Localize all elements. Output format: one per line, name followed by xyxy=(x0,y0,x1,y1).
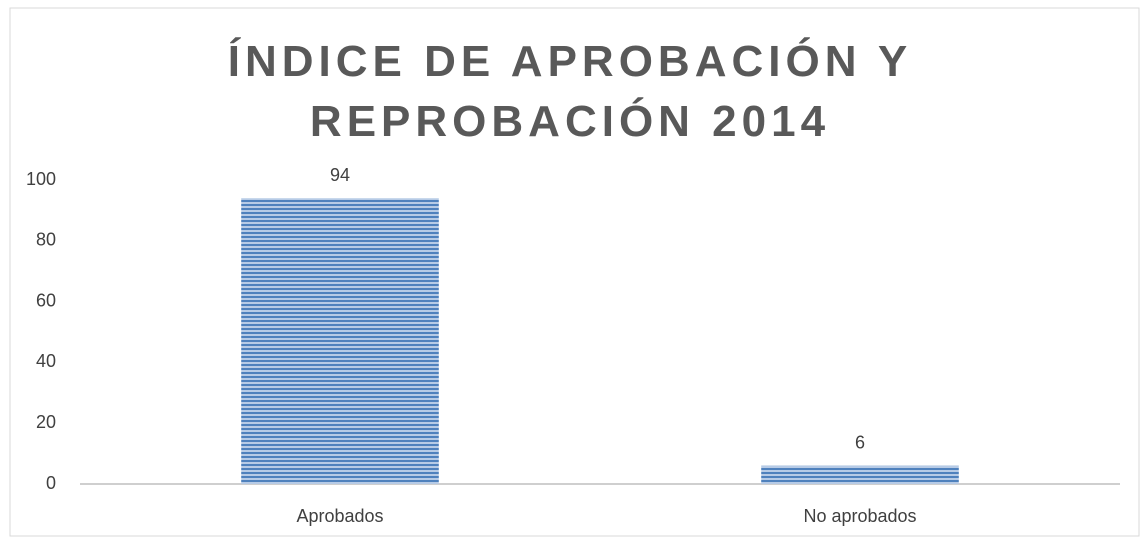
y-tick-label: 80 xyxy=(36,230,56,250)
y-tick-label: 100 xyxy=(26,169,56,189)
y-tick-label: 0 xyxy=(46,473,56,493)
y-tick-label: 60 xyxy=(36,290,56,310)
chart-title: ÍNDICE DE APROBACIÓN Y REPROBACIÓN 2014 xyxy=(227,37,913,146)
x-tick-label: Aprobados xyxy=(296,506,383,526)
x-tick-label: No aprobados xyxy=(803,506,916,526)
bar xyxy=(761,465,959,484)
data-label: 6 xyxy=(855,433,865,453)
data-label: 94 xyxy=(330,165,350,185)
bar xyxy=(241,198,439,485)
y-tick-label: 40 xyxy=(36,351,56,371)
chart-frame xyxy=(9,7,1140,537)
y-tick-label: 20 xyxy=(36,412,56,432)
